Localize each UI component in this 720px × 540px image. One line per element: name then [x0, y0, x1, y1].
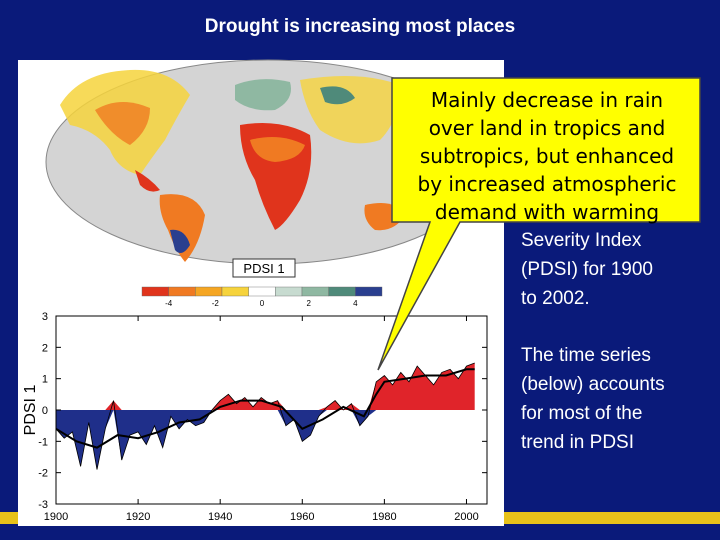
x-tick-label-3: 1960 [290, 511, 314, 523]
colorbar-tick-2: 0 [260, 299, 265, 308]
north-america-drought-patch [95, 101, 150, 145]
smoothed-series-line [55, 368, 475, 449]
negative-area [56, 410, 475, 470]
side-text-2-line-1: (below) accounts [521, 374, 665, 395]
side-text-2-line-3: trend in PDSI [521, 432, 634, 453]
callout-line-3: by increased atmospheric [418, 172, 677, 196]
asia-wet-patch [320, 86, 355, 105]
x-tick-label-1: 1920 [126, 511, 150, 523]
side-text-2-line-2: for most of the [521, 403, 643, 424]
y-axis-label: PDSI 1 [22, 385, 39, 436]
colorbar-swatch-7 [328, 286, 356, 297]
x-tick-label-0: 1900 [44, 511, 68, 523]
y-tick-label-0: 3 [42, 311, 48, 323]
africa-sahel-patch [250, 136, 305, 162]
x-tick-label-4: 1980 [372, 511, 396, 523]
side-text-pdsi-period: Severity Index (PDSI) for 1900 to 2002. [521, 226, 716, 313]
x-tick-label-5: 2000 [454, 511, 478, 523]
side-text-1-line-2: to 2002. [521, 288, 590, 309]
callout: Mainly decrease in rain over land in trop… [377, 77, 701, 371]
south-america-region [159, 194, 205, 262]
world-map: PDSI 1 -4 -2 0 2 4 [45, 59, 491, 308]
annual-series-line [55, 362, 475, 470]
map-label-box [232, 258, 296, 278]
x-tick-label-2: 1940 [208, 511, 232, 523]
side-text-2-line-0: The time series [521, 345, 651, 366]
map-colorbar: -4 -2 0 2 4 [141, 286, 383, 308]
callout-line-4: demand with warming [435, 200, 659, 224]
y-tick-label-2: 1 [42, 374, 48, 386]
south-america-wet-patch [170, 229, 190, 254]
footer-bar [504, 512, 720, 524]
central-america-region [135, 170, 160, 192]
side-text-time-series: The time series (below) accounts for most … [521, 341, 716, 457]
map-label: PDSI 1 [243, 261, 284, 276]
colorbar-tick-0: -4 [165, 299, 173, 308]
y-tick-label-1: 2 [42, 342, 48, 354]
side-text-1-line-0: Severity Index [521, 230, 642, 251]
side-text-1-line-1: (PDSI) for 1900 [521, 259, 653, 280]
colorbar-swatch-0 [141, 286, 169, 297]
colorbar-swatch-2 [195, 286, 223, 297]
colorbar-swatch-6 [301, 286, 329, 297]
colorbar-tick-1: -2 [212, 299, 220, 308]
y-tick-label-6: -3 [38, 499, 48, 511]
colorbar-swatch-4 [248, 286, 276, 297]
europe-region [235, 79, 291, 111]
callout-line-0: Mainly decrease in rain [431, 88, 663, 112]
footer-bar-left [0, 512, 18, 524]
callout-text: Mainly decrease in rain over land in trop… [418, 88, 677, 224]
side-description: Severity Index (PDSI) for 1900 to 2002. Th… [521, 226, 716, 457]
colorbar-swatch-1 [168, 286, 196, 297]
colorbar-tick-4: 4 [353, 299, 358, 308]
colorbar-swatch-8 [355, 286, 383, 297]
y-tick-label-4: -1 [38, 436, 48, 448]
callout-line-2: subtropics, but enhanced [420, 144, 674, 168]
callout-line-1: over land in tropics and [429, 116, 666, 140]
y-tick-label-5: -2 [38, 468, 48, 480]
y-tick-label-3: 0 [42, 405, 48, 417]
colorbar-swatch-3 [221, 286, 249, 297]
slide-title: Drought is increasing most places [204, 16, 516, 37]
callout-bubble [377, 77, 701, 371]
colorbar-swatch-5 [275, 286, 303, 297]
positive-area [56, 363, 475, 410]
colorbar-tick-3: 2 [306, 299, 311, 308]
